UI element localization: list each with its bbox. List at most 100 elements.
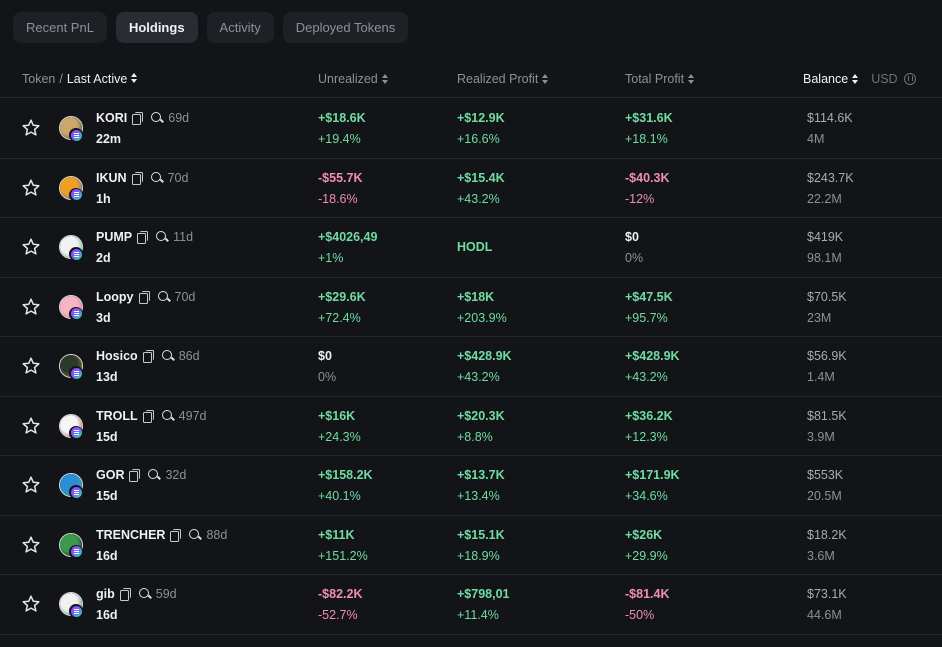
token-name[interactable]: KORI [96, 111, 128, 125]
star-icon[interactable] [21, 297, 41, 317]
header-balance-sort[interactable]: Balance [803, 72, 859, 86]
copy-icon[interactable] [138, 290, 150, 304]
unrealized-value: +$18.6K [318, 111, 366, 125]
solana-chain-icon [69, 544, 83, 559]
token-info: TROLL 497d [96, 409, 206, 423]
search-icon[interactable] [138, 588, 151, 600]
table-row[interactable]: Hosico 86d 13d $0 0% +$428.9K +43.2% +$4… [0, 337, 942, 397]
unrealized-value: +$16K [318, 408, 356, 423]
sort-icon [130, 73, 138, 83]
token-name[interactable]: TROLL [96, 408, 138, 423]
token-name[interactable]: GOR [96, 468, 125, 482]
table-header: Token / Last Active Unrealized Realized … [0, 62, 942, 98]
token-age: 69d [168, 111, 190, 125]
tab-deployed-tokens[interactable]: Deployed Tokens [282, 12, 409, 43]
sort-icon [381, 74, 389, 84]
copy-icon[interactable] [132, 112, 144, 125]
search-icon[interactable] [157, 290, 170, 303]
copy-icon[interactable] [142, 409, 154, 423]
search-icon[interactable] [189, 528, 201, 541]
tab-holdings[interactable]: Holdings [115, 12, 198, 43]
header-total-sort[interactable]: Total Profit [625, 72, 695, 86]
token-name[interactable]: IKUN [96, 170, 127, 185]
star-icon[interactable] [21, 535, 41, 555]
table-row[interactable]: Loopy 70d 3d +$29.6K +72.4% +$18K +203.9… [0, 278, 942, 337]
sort-icon [542, 74, 549, 84]
star-icon[interactable] [21, 594, 41, 614]
token-amount: 20.5M [807, 489, 842, 503]
token-age: 497d [178, 408, 207, 423]
token-age: 86d [178, 349, 200, 363]
token-name[interactable]: Hosico [96, 349, 138, 363]
token-amount: 3.9M [807, 429, 835, 444]
realized-value: +$20.3K [457, 408, 505, 423]
header-last-active-sort[interactable]: Last Active [67, 72, 138, 86]
realized-value: +$798,01 [457, 587, 510, 601]
search-icon[interactable] [148, 469, 160, 481]
table-row[interactable]: TRENCHER 88d 16d +$11K +151.2% +$15.1K +… [0, 516, 942, 575]
header-balance: Balance USD [803, 72, 916, 86]
token-name[interactable]: Loopy [96, 289, 134, 304]
solana-chain-icon [69, 128, 83, 142]
token-name[interactable]: gib [96, 587, 115, 601]
copy-icon[interactable] [131, 171, 143, 185]
header-total-label: Total Profit [625, 72, 685, 86]
header-separator: / [59, 72, 63, 86]
header-realized-sort[interactable]: Realized Profit [457, 72, 549, 86]
search-icon[interactable] [151, 112, 163, 124]
token-amount: 44.6M [807, 608, 842, 622]
unrealized-value: -$55.7K [318, 170, 363, 185]
balance-value: $56.9K [807, 349, 847, 363]
unrealized-value: +$4026,49 [318, 230, 378, 244]
currency-toggle[interactable]: USD [871, 72, 916, 86]
header-unrealized-sort[interactable]: Unrealized [318, 72, 389, 86]
unrealized-percent: +19.4% [318, 132, 361, 146]
total-profit-percent: -50% [625, 608, 655, 622]
token-name[interactable]: TRENCHER [96, 527, 166, 542]
token-amount: 23M [807, 310, 832, 325]
total-profit-percent: +95.7% [625, 310, 668, 325]
total-profit-value: $0 [625, 230, 639, 244]
copy-icon[interactable] [137, 231, 149, 244]
realized-percent: +8.8% [457, 429, 493, 444]
token-amount: 22.2M [807, 191, 842, 206]
unrealized-value: +$29.6K [318, 289, 366, 304]
table-row[interactable]: TROLL 497d 15d +$16K +24.3% +$20.3K +8.8… [0, 397, 942, 456]
star-icon[interactable] [21, 118, 41, 138]
total-profit-percent: -12% [625, 191, 655, 206]
search-icon[interactable] [156, 231, 168, 243]
table-row[interactable]: GOR 32d 15d +$158.2K +40.1% +$13.7K +13.… [0, 456, 942, 516]
token-age: 59d [155, 587, 177, 601]
star-icon[interactable] [21, 416, 41, 436]
solana-chain-icon [69, 366, 83, 380]
copy-icon[interactable] [129, 469, 141, 482]
copy-icon[interactable] [170, 528, 182, 542]
header-balance-label: Balance [803, 72, 849, 86]
table-row[interactable]: KORI 69d 22m +$18.6K +19.4% +$12.9K +16.… [0, 99, 942, 159]
balance-value: $81.5K [807, 408, 847, 423]
realized-value: +$428.9K [457, 349, 512, 363]
search-icon[interactable] [150, 171, 163, 184]
copy-icon[interactable] [142, 350, 154, 363]
realized-percent: +11.4% [457, 608, 499, 622]
table-row[interactable]: IKUN 70d 1h -$55.7K -18.6% +$15.4K +43.2… [0, 159, 942, 218]
token-info: PUMP 11d [96, 230, 193, 244]
search-icon[interactable] [161, 350, 174, 362]
star-icon[interactable] [21, 356, 41, 376]
balance-value: $70.5K [807, 289, 847, 304]
table-row[interactable]: PUMP 11d 2d +$4026,49 +1% HODL $0 0% $41… [0, 218, 942, 278]
swap-icon [903, 73, 916, 85]
search-icon[interactable] [161, 409, 174, 422]
total-profit-percent: +18.1% [625, 132, 668, 146]
balance-value: $553K [807, 468, 844, 482]
star-icon[interactable] [21, 178, 41, 198]
tab-bar: Recent PnL Holdings Activity Deployed To… [13, 12, 409, 43]
table-row[interactable]: gib 59d 16d -$82.2K -52.7% +$798,01 +11.… [0, 575, 942, 635]
tab-recent-pnl[interactable]: Recent PnL [13, 12, 107, 43]
tab-activity[interactable]: Activity [206, 12, 274, 43]
star-icon[interactable] [21, 237, 41, 257]
token-name[interactable]: PUMP [96, 230, 133, 244]
token-age: 88d [206, 527, 228, 542]
copy-icon[interactable] [119, 588, 131, 601]
star-icon[interactable] [21, 475, 41, 495]
